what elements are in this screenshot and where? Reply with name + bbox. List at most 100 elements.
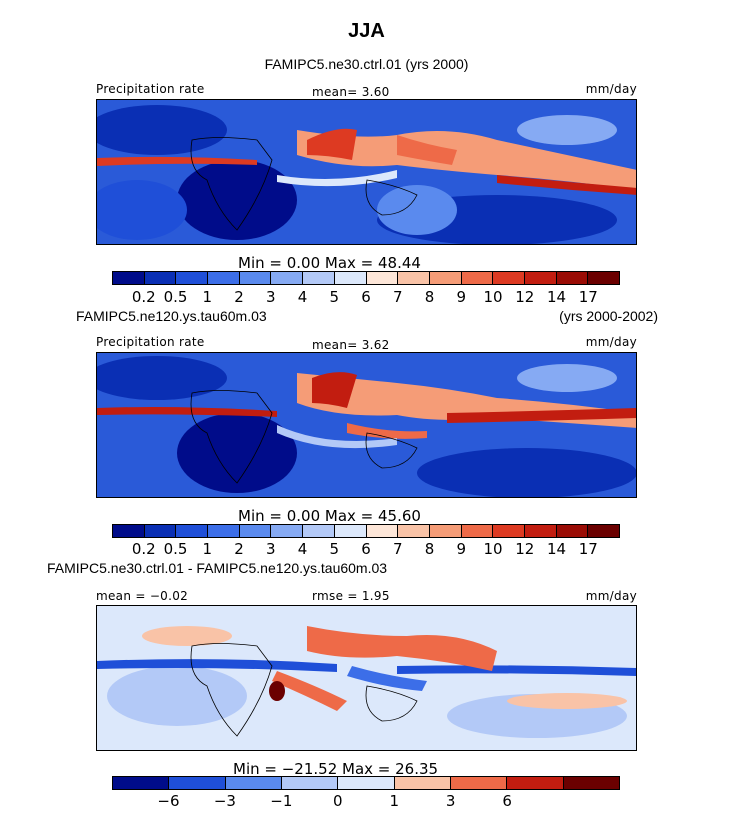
colorbar-tick-label: −6: [157, 792, 180, 810]
colorbar-swatch: [524, 272, 557, 284]
colorbar-swatch: [281, 777, 339, 789]
colorbar-tick-label: 2: [234, 540, 244, 558]
colorbar-swatch: [303, 272, 335, 284]
colorbar-swatch: [144, 272, 177, 284]
colorbar-swatch: [563, 777, 619, 789]
colorbar-swatch: [338, 777, 395, 789]
colorbar-swatch: [271, 272, 304, 284]
colorbar-tick-label: 3: [445, 792, 456, 810]
colorbar-tick-label: 8: [424, 288, 435, 306]
colorbar-swatch: [239, 272, 272, 284]
colorbar-swatch: [176, 272, 209, 284]
panel1-label-mean: mean= 3.60: [312, 85, 390, 99]
colorbar-swatch: [398, 272, 430, 284]
panel1-heatmap: [97, 100, 636, 244]
colorbar-tick-label: 6: [361, 288, 371, 306]
colorbar-swatch: [271, 525, 304, 537]
colorbar-swatch: [366, 272, 399, 284]
colorbar-tick-label: 14: [546, 288, 567, 306]
panel3-title: FAMIPC5.ne30.ctrl.01 - FAMIPC5.ne120.ys.…: [47, 560, 388, 576]
colorbar-tick-label: 9: [456, 288, 467, 306]
colorbar-swatch: [493, 272, 525, 284]
panel3-label-units: mm/day: [585, 589, 637, 603]
colorbar-tick-label: 12: [515, 540, 535, 558]
colorbar-swatch: [556, 525, 589, 537]
colorbar-tick-label: 10: [483, 540, 503, 558]
colorbar-swatch: [176, 525, 209, 537]
panel3-heatmap: [97, 606, 636, 750]
panel2-title: FAMIPC5.ne120.ys.tau60m.03: [76, 308, 267, 324]
colorbar-tick-label: 17: [578, 288, 598, 306]
colorbar-tick-label: 12: [515, 288, 535, 306]
colorbar-tick-label: 5: [329, 540, 340, 558]
colorbar-tick-label: 0.2: [131, 540, 156, 558]
panel2-label-units: mm/day: [585, 335, 637, 349]
panel2-map: [96, 352, 637, 498]
colorbar-tick-label: 8: [424, 540, 435, 558]
panel3-map: [96, 605, 637, 751]
colorbar-tick-label: 6: [361, 540, 371, 558]
colorbar-tick-label: 7: [392, 540, 403, 558]
colorbar-swatch: [556, 272, 589, 284]
colorbar-swatch: [303, 525, 335, 537]
panel2-minmax: Min = 0.00 Max = 45.60: [238, 507, 421, 525]
colorbar-swatch: [398, 525, 430, 537]
colorbar-tick-label: 4: [297, 288, 308, 306]
colorbar-swatch: [461, 525, 494, 537]
colorbar-tick-label: −1: [270, 792, 293, 810]
panel2-label-left: Precipitation rate: [96, 335, 205, 349]
panel1-colorbar: [112, 271, 620, 285]
colorbar-tick-label: 0.2: [131, 288, 156, 306]
panel2-colorbar: [112, 524, 620, 538]
colorbar-tick-label: 7: [392, 288, 403, 306]
colorbar-swatch: [429, 272, 462, 284]
colorbar-swatch: [113, 777, 170, 789]
colorbar-tick-label: 2: [234, 288, 244, 306]
colorbar-swatch: [366, 525, 399, 537]
panel1-map: [96, 99, 637, 245]
colorbar-tick-label: 3: [265, 540, 276, 558]
panel2-label-mean: mean= 3.62: [312, 338, 390, 352]
colorbar-tick-label: 6: [502, 792, 512, 810]
colorbar-swatch: [208, 272, 240, 284]
panel1-title: FAMIPC5.ne30.ctrl.01 (yrs 2000): [264, 56, 469, 72]
colorbar-swatch: [588, 525, 619, 537]
colorbar-tick-label: −3: [213, 792, 236, 810]
colorbar-tick-label: 0.5: [163, 288, 188, 306]
colorbar-swatch: [334, 525, 367, 537]
colorbar-tick-label: 5: [329, 288, 340, 306]
colorbar-tick-label: 9: [456, 540, 467, 558]
panel2-colorbar-ticks: 0.2 0.5 1 2 3 4 5 6 7 8 9 10 12 14 17: [0, 540, 733, 558]
panel3-label-rmse: rmse = 1.95: [312, 589, 390, 603]
colorbar-tick-label: 0.5: [163, 540, 188, 558]
colorbar-tick-label: 17: [578, 540, 598, 558]
panel2-heatmap: [97, 353, 636, 497]
panel1-label-left: Precipitation rate: [96, 82, 205, 96]
panel1-colorbar-ticks: 0.2 0.5 1 2 3 4 5 6 7 8 9 10 12 14 17: [0, 288, 733, 306]
colorbar-swatch: [507, 777, 564, 789]
colorbar-swatch: [461, 272, 494, 284]
colorbar-tick-label: 1: [202, 288, 213, 306]
colorbar-swatch: [524, 525, 557, 537]
colorbar-swatch: [588, 272, 619, 284]
colorbar-swatch: [429, 525, 462, 537]
panel1-label-units: mm/day: [585, 82, 637, 96]
colorbar-tick-label: 10: [483, 288, 503, 306]
colorbar-swatch: [169, 777, 226, 789]
colorbar-swatch: [450, 777, 508, 789]
colorbar-swatch: [394, 777, 451, 789]
figure-title: JJA: [348, 20, 385, 42]
colorbar-swatch: [239, 525, 272, 537]
colorbar-tick-label: 0: [332, 792, 343, 810]
colorbar-tick-label: 3: [265, 288, 276, 306]
colorbar-tick-label: 14: [546, 540, 567, 558]
panel3-label-mean: mean = −0.02: [96, 589, 189, 603]
colorbar-swatch: [334, 272, 367, 284]
colorbar-swatch: [113, 272, 145, 284]
colorbar-swatch: [493, 525, 525, 537]
colorbar-swatch: [113, 525, 145, 537]
panel3-colorbar: [112, 776, 620, 790]
panel2-subtitle: (yrs 2000-2002): [559, 308, 658, 324]
colorbar-tick-label: 1: [389, 792, 399, 810]
colorbar-swatch: [208, 525, 240, 537]
